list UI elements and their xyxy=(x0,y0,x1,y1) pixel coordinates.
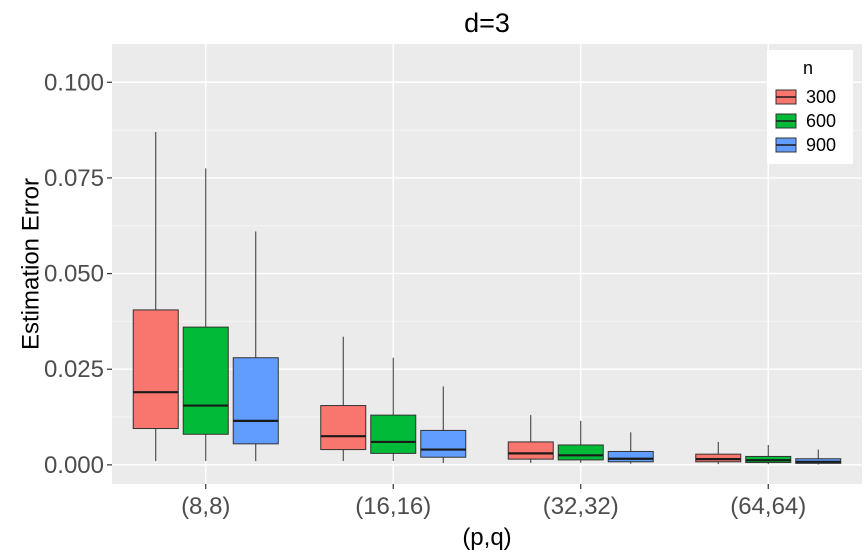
y-tick-label: 0.075 xyxy=(44,165,104,192)
box-body xyxy=(557,444,604,461)
y-tick-label: 0.000 xyxy=(44,452,104,479)
box-300-0 xyxy=(132,132,179,462)
box-body xyxy=(420,429,467,458)
box-900-2 xyxy=(607,432,654,464)
x-tick-label: (8,8) xyxy=(181,493,230,520)
box-groups xyxy=(132,132,842,465)
y-tick-label: 0.100 xyxy=(44,69,104,96)
box-body xyxy=(182,326,229,435)
y-tick-label: 0.050 xyxy=(44,261,104,288)
box-body xyxy=(132,309,179,430)
box-body xyxy=(607,450,654,463)
box-900-1 xyxy=(420,386,467,463)
box-600-3 xyxy=(745,444,792,465)
box-body xyxy=(370,414,417,454)
x-axis-title: (p,q) xyxy=(462,524,511,551)
y-axis: 0.000 0.025 0.050 0.075 0.100 xyxy=(44,69,112,479)
x-tick-label: (16,16) xyxy=(355,493,431,520)
legend-title: n xyxy=(803,58,813,78)
y-axis-title: Estimation Error xyxy=(17,178,44,350)
box-900-3 xyxy=(795,449,842,465)
y-tick-label: 0.025 xyxy=(44,356,104,383)
legend-label: 600 xyxy=(806,111,836,131)
box-body xyxy=(695,453,742,463)
box-600-0 xyxy=(182,168,229,462)
box-body xyxy=(507,441,554,460)
x-axis: (8,8) (16,16) (32,32) (64,64) xyxy=(181,484,806,520)
box-body xyxy=(232,357,279,445)
box-300-1 xyxy=(320,336,367,462)
box-300-3 xyxy=(695,441,742,465)
x-tick-label: (64,64) xyxy=(730,493,806,520)
legend: n 300 600 900 xyxy=(767,50,853,164)
box-300-2 xyxy=(507,415,554,463)
x-tick-label: (32,32) xyxy=(543,493,619,520)
legend-label: 900 xyxy=(806,135,836,155)
legend-items: 300 600 900 xyxy=(775,87,836,155)
legend-label: 300 xyxy=(806,87,836,107)
box-600-1 xyxy=(370,357,417,462)
box-600-2 xyxy=(557,420,604,463)
box-body xyxy=(320,405,367,451)
box-900-0 xyxy=(232,231,279,462)
chart-title: d=3 xyxy=(464,8,510,38)
